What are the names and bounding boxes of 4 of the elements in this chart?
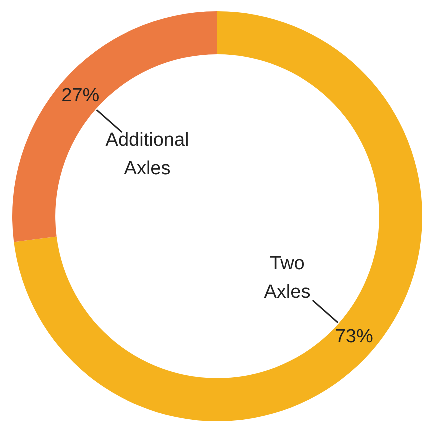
slice-label: Additional Axles [106,130,190,180]
data-label: 73% [335,326,374,348]
slice-label: Two Axles [264,254,311,303]
data-label: 27% [62,85,100,106]
